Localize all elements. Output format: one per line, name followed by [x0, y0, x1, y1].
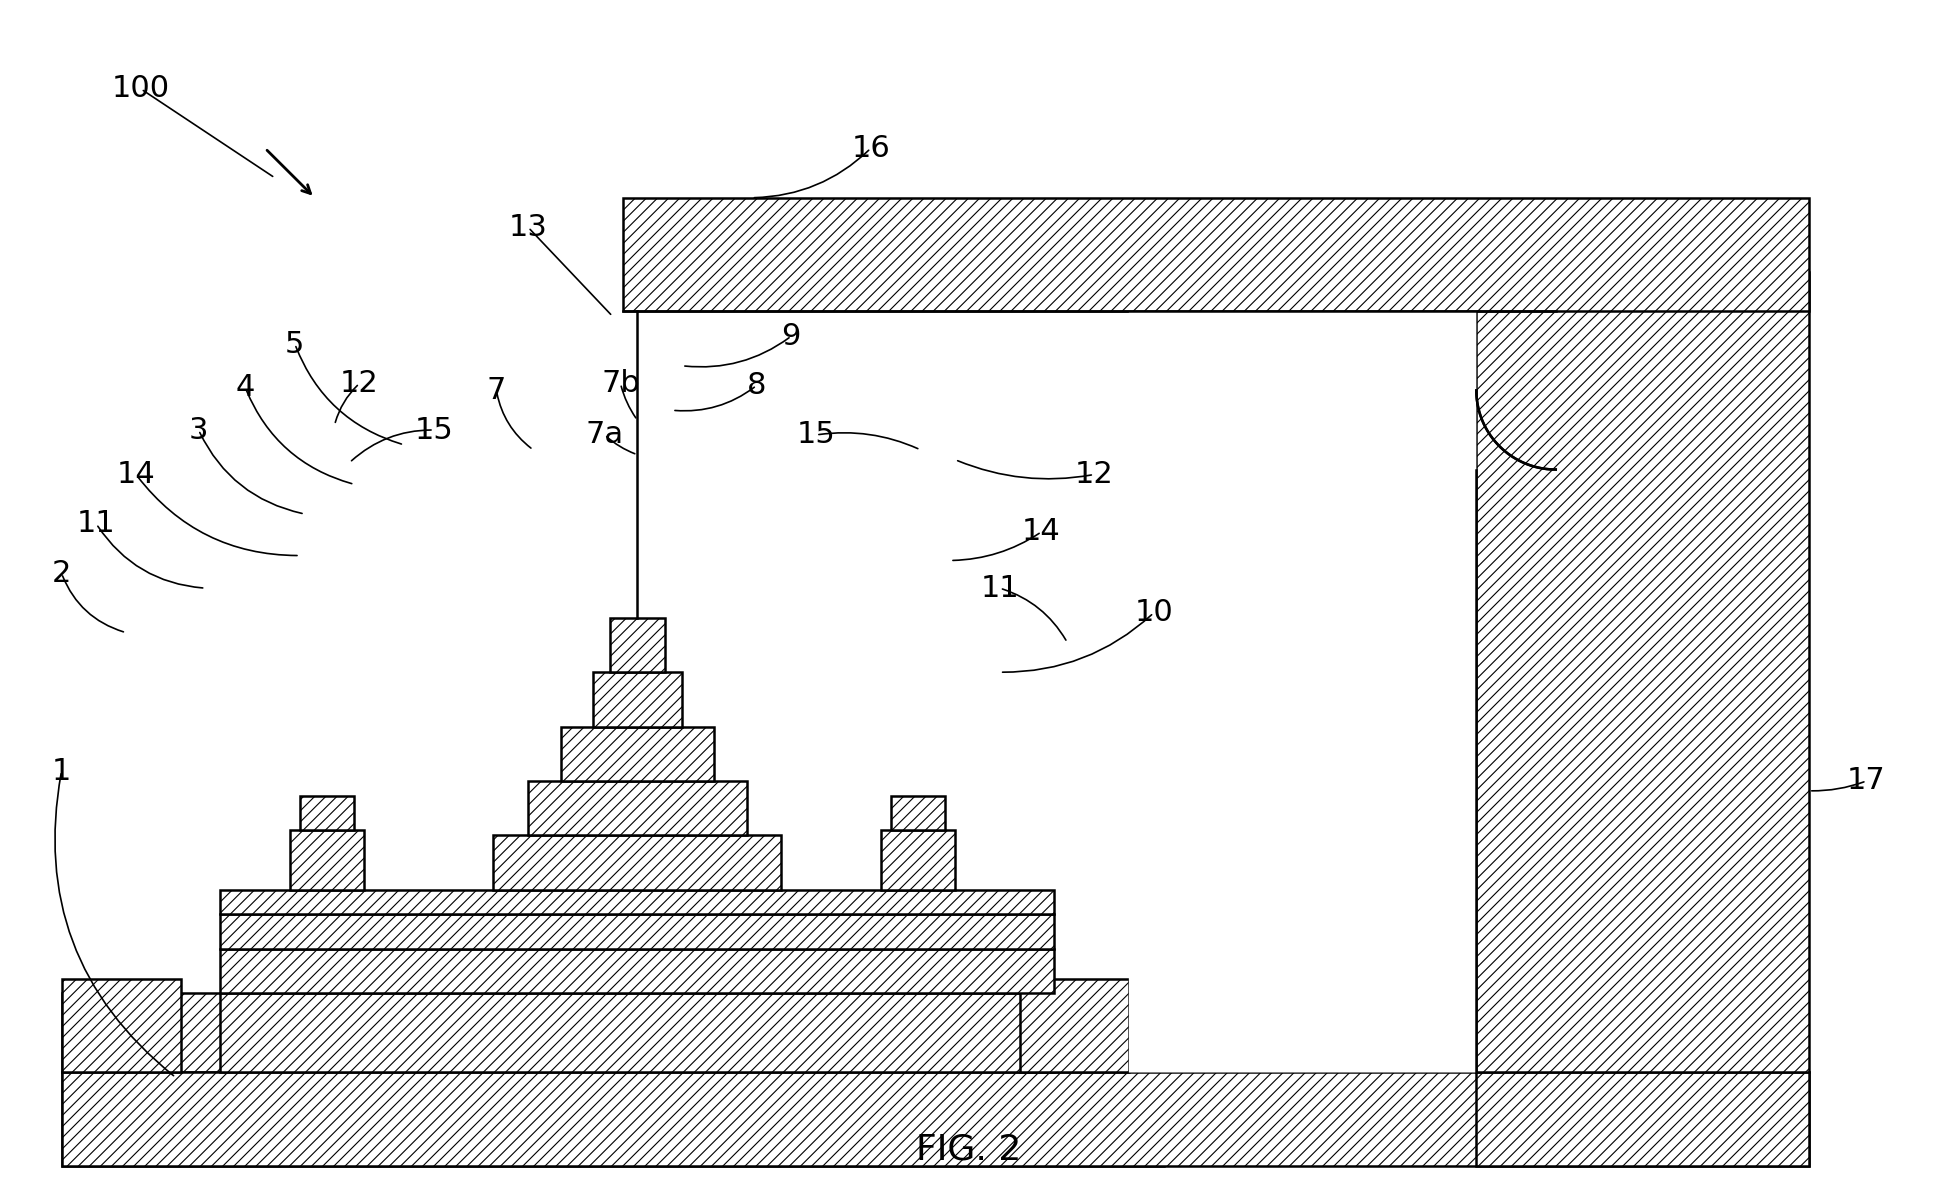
Bar: [880, 830, 955, 890]
Bar: [62, 994, 1163, 1073]
Text: 12: 12: [1076, 460, 1114, 488]
Text: 7b: 7b: [601, 369, 640, 398]
Text: 13: 13: [510, 213, 548, 242]
Text: 100: 100: [112, 75, 171, 103]
Bar: [221, 949, 1054, 994]
Bar: [300, 795, 355, 830]
Text: 2: 2: [52, 559, 72, 588]
Text: 7a: 7a: [585, 420, 624, 450]
Text: 7: 7: [486, 377, 506, 405]
Text: 17: 17: [1847, 766, 1886, 795]
Bar: [1128, 312, 1477, 1073]
Text: 10: 10: [1134, 598, 1172, 628]
Text: 14: 14: [1021, 517, 1060, 546]
Text: 11: 11: [981, 574, 1019, 603]
Bar: [62, 1073, 1163, 1167]
Bar: [62, 1073, 1808, 1167]
Text: 8: 8: [746, 371, 766, 401]
Text: 15: 15: [415, 415, 453, 444]
Text: 1: 1: [52, 757, 72, 786]
Bar: [221, 994, 1054, 1073]
Text: 11: 11: [78, 509, 116, 539]
Bar: [529, 781, 746, 835]
Bar: [560, 727, 713, 781]
Bar: [622, 197, 1808, 312]
Bar: [62, 978, 180, 1073]
Bar: [221, 914, 1054, 949]
Bar: [1477, 1073, 1808, 1167]
Text: 3: 3: [188, 415, 207, 444]
Bar: [291, 830, 364, 890]
Text: 15: 15: [797, 420, 835, 450]
Bar: [221, 890, 1054, 914]
Text: 5: 5: [285, 330, 304, 358]
Bar: [494, 835, 781, 890]
FancyBboxPatch shape: [1128, 312, 1477, 1073]
Text: 9: 9: [781, 321, 800, 350]
Text: 16: 16: [851, 134, 890, 162]
Bar: [593, 672, 682, 727]
Bar: [610, 618, 665, 672]
Bar: [1019, 978, 1128, 1073]
Bar: [891, 795, 946, 830]
Text: 4: 4: [236, 373, 256, 402]
Bar: [1477, 272, 1808, 1073]
Text: 12: 12: [339, 369, 378, 398]
Text: FIG. 2: FIG. 2: [917, 1132, 1021, 1167]
Text: 14: 14: [116, 460, 155, 488]
